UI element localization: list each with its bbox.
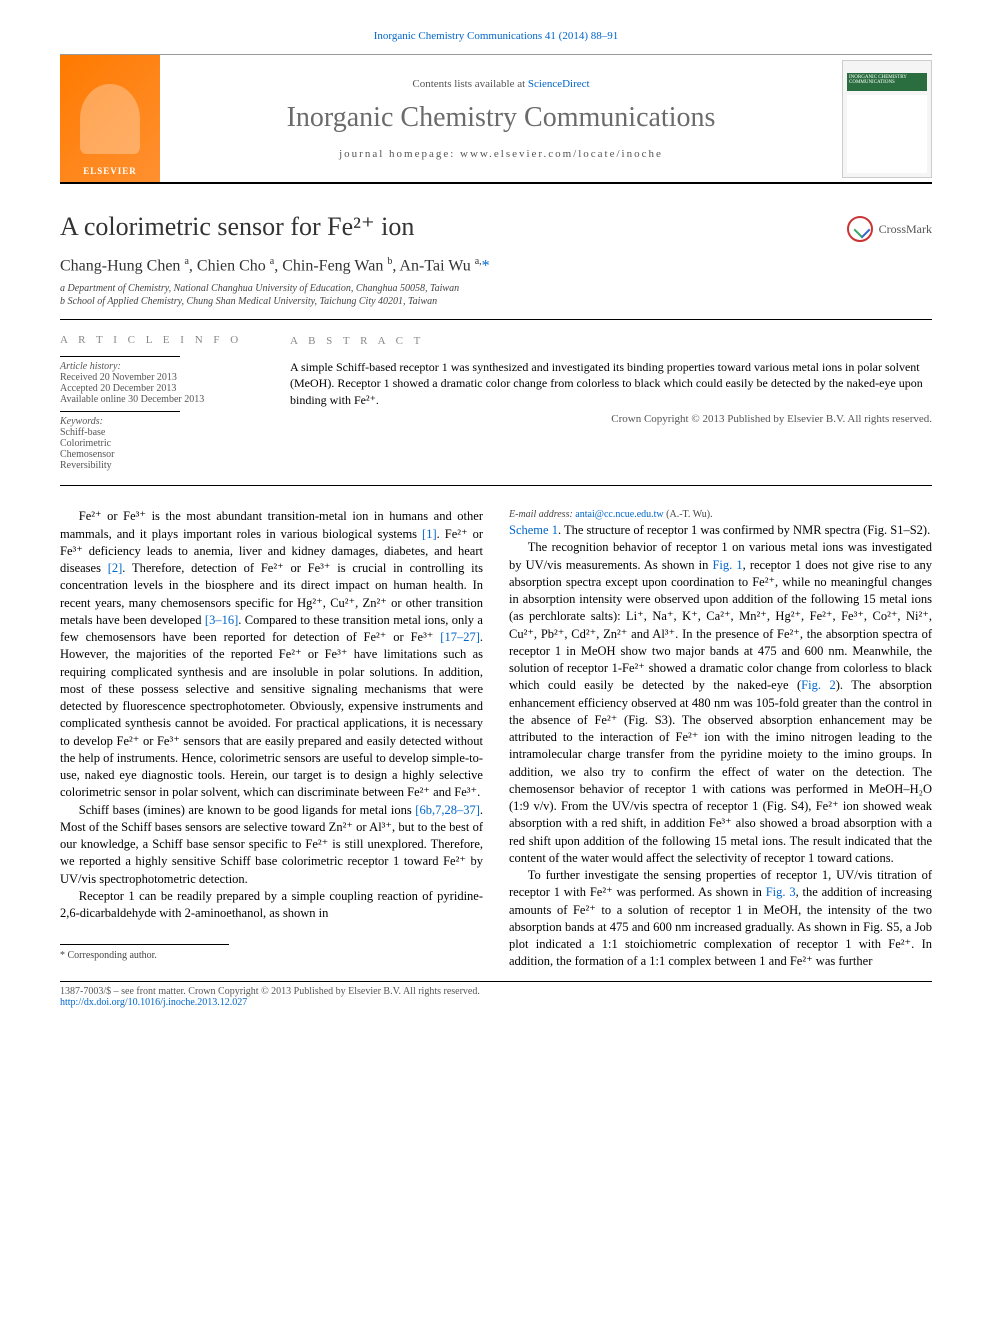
sciencedirect-link[interactable]: ScienceDirect [528,78,590,90]
corr-email[interactable]: antai@cc.ncue.edu.tw [575,509,663,520]
info-rule [60,411,180,412]
crossmark-icon [847,216,873,242]
abstract-heading: A B S T R A C T [290,334,932,349]
body-para: To further investigate the sensing prope… [509,867,932,971]
footnote-rule [60,944,229,945]
journal-cover-thumb: INORGANIC CHEMISTRY COMMUNICATIONS [842,60,932,178]
history-label: Article history: [60,361,121,372]
issn-line: 1387-7003/$ – see front matter. Crown Co… [60,986,932,997]
body-para: Schiff bases (imines) are known to be go… [60,802,483,888]
keyword: Colorimetric [60,438,260,449]
keyword: Chemosensor [60,449,260,460]
doi-link[interactable]: http://dx.doi.org/10.1016/j.inoche.2013.… [60,997,932,1008]
contents-line-text: Contents lists available at [412,78,527,90]
elsevier-tree-icon [80,84,140,154]
authors: Chang-Hung Chen a, Chien Cho a, Chin-Fen… [60,256,932,275]
citation-header: Inorganic Chemistry Communications 41 (2… [60,30,932,42]
article-info: A R T I C L E I N F O Article history: R… [60,334,260,471]
footer: 1387-7003/$ – see front matter. Crown Co… [60,981,932,1008]
section-separator [60,485,932,486]
affiliation-b: b School of Applied Chemistry, Chung Sha… [60,296,932,307]
title-block: CrossMark A colorimetric sensor for Fe²⁺… [60,212,932,307]
keyword: Schiff-base [60,427,260,438]
history-received: Received 20 November 2013 [60,372,260,383]
contents-line: Contents lists available at ScienceDirec… [180,78,822,90]
publisher-name: ELSEVIER [83,166,137,176]
cover-body [847,95,927,173]
corr-label: * Corresponding author. [60,949,483,963]
email-suffix: (A.-T. Wu). [664,509,713,520]
body-para: Receptor 1 can be readily prepared by a … [60,888,483,923]
history-online: Available online 30 December 2013 [60,394,260,405]
abstract-text: A simple Schiff-based receptor 1 was syn… [290,359,932,408]
keyword: Reversibility [60,460,260,471]
email-line: E-mail address: antai@cc.ncue.edu.tw (A.… [509,508,932,522]
abstract-copyright: Crown Copyright © 2013 Published by Else… [290,412,932,427]
journal-header: ELSEVIER Contents lists available at Sci… [60,54,932,184]
elsevier-logo: ELSEVIER [60,55,160,182]
body-para: Fe²⁺ or Fe³⁺ is the most abundant transi… [60,508,483,801]
article-info-heading: A R T I C L E I N F O [60,334,260,346]
body-text: Fe²⁺ or Fe³⁺ is the most abundant transi… [60,508,932,970]
affiliation-a: a Department of Chemistry, National Chan… [60,283,932,294]
crossmark-badge[interactable]: CrossMark [847,216,932,242]
info-abstract-row: A R T I C L E I N F O Article history: R… [60,319,932,471]
journal-title: Inorganic Chemistry Communications [180,102,822,134]
email-pre: E-mail address: [509,509,575,520]
history-accepted: Accepted 20 December 2013 [60,383,260,394]
cover-band: INORGANIC CHEMISTRY COMMUNICATIONS [847,73,927,91]
body-para: Scheme 1. The structure of receptor 1 wa… [509,522,932,539]
article-title: A colorimetric sensor for Fe²⁺ ion [60,212,932,242]
abstract: A B S T R A C T A simple Schiff-based re… [290,334,932,471]
header-center: Contents lists available at ScienceDirec… [160,70,842,168]
body-para: The recognition behavior of receptor 1 o… [509,539,932,867]
info-rule [60,356,180,357]
journal-homepage: journal homepage: www.elsevier.com/locat… [180,148,822,160]
crossmark-label: CrossMark [879,222,932,237]
keywords-label: Keywords: [60,416,103,427]
